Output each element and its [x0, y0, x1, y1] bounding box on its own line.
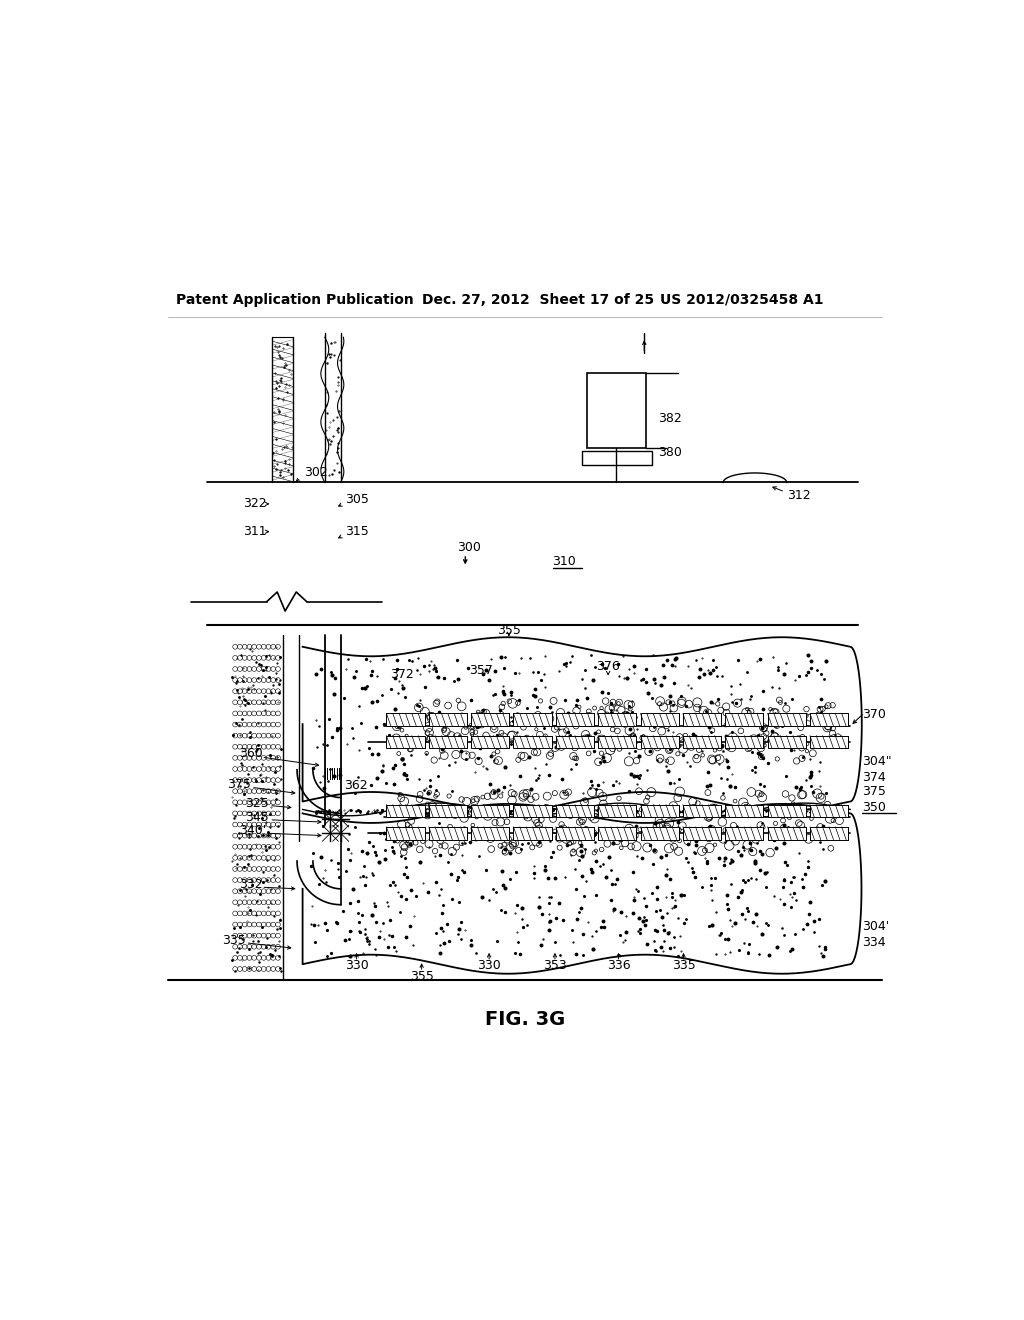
- Text: 334: 334: [862, 936, 886, 949]
- Bar: [582, 450, 652, 465]
- Text: 372: 372: [390, 668, 414, 681]
- Bar: [598, 735, 636, 748]
- Text: 355: 355: [410, 970, 433, 982]
- Bar: [768, 713, 806, 726]
- Text: 322: 322: [243, 498, 266, 511]
- Bar: [556, 826, 594, 840]
- Text: 330: 330: [477, 960, 501, 973]
- Text: 362: 362: [344, 779, 368, 792]
- Text: 332: 332: [240, 878, 263, 891]
- Bar: [429, 805, 467, 817]
- Text: 330: 330: [345, 960, 369, 973]
- Text: 374: 374: [862, 771, 886, 784]
- Bar: [587, 374, 646, 449]
- Bar: [810, 826, 848, 840]
- Text: 325: 325: [246, 796, 269, 809]
- Text: 357: 357: [469, 664, 494, 677]
- Text: 360: 360: [240, 747, 263, 760]
- Bar: [725, 805, 763, 817]
- Bar: [429, 713, 467, 726]
- Bar: [598, 713, 636, 726]
- Bar: [768, 735, 806, 748]
- Text: 382: 382: [658, 412, 682, 425]
- Text: 353: 353: [543, 960, 567, 973]
- Bar: [810, 713, 848, 726]
- Bar: [641, 713, 679, 726]
- Text: 310: 310: [553, 556, 577, 569]
- Bar: [513, 826, 552, 840]
- Text: 380: 380: [658, 446, 682, 459]
- Bar: [725, 735, 763, 748]
- Bar: [641, 805, 679, 817]
- Bar: [471, 735, 509, 748]
- Text: 305: 305: [345, 494, 369, 507]
- Bar: [386, 805, 425, 817]
- Bar: [513, 735, 552, 748]
- Text: Dec. 27, 2012  Sheet 17 of 25: Dec. 27, 2012 Sheet 17 of 25: [422, 293, 653, 308]
- Bar: [471, 805, 509, 817]
- Text: 302: 302: [304, 466, 328, 479]
- Text: 375: 375: [227, 777, 251, 791]
- Bar: [386, 826, 425, 840]
- Bar: [768, 826, 806, 840]
- Bar: [810, 805, 848, 817]
- Bar: [429, 735, 467, 748]
- Text: 376: 376: [596, 660, 620, 673]
- Bar: [471, 713, 509, 726]
- Bar: [641, 735, 679, 748]
- Bar: [598, 826, 636, 840]
- Text: 315: 315: [345, 525, 369, 539]
- Bar: [598, 805, 636, 817]
- Bar: [556, 713, 594, 726]
- Text: 345: 345: [246, 810, 269, 824]
- Bar: [556, 805, 594, 817]
- Text: 311: 311: [243, 525, 266, 539]
- Text: FIG. 3G: FIG. 3G: [484, 1010, 565, 1030]
- Bar: [513, 805, 552, 817]
- Bar: [725, 713, 763, 726]
- Bar: [683, 713, 721, 726]
- Bar: [810, 735, 848, 748]
- Bar: [386, 713, 425, 726]
- Bar: [683, 826, 721, 840]
- Bar: [429, 826, 467, 840]
- Bar: [683, 805, 721, 817]
- Bar: [683, 735, 721, 748]
- Text: 312: 312: [786, 490, 810, 503]
- Text: 300: 300: [458, 541, 481, 554]
- Bar: [768, 805, 806, 817]
- Text: 304": 304": [862, 755, 892, 768]
- Bar: [725, 826, 763, 840]
- Text: 375: 375: [862, 785, 886, 799]
- Text: 304': 304': [862, 920, 889, 933]
- Bar: [641, 826, 679, 840]
- Text: Patent Application Publication: Patent Application Publication: [176, 293, 414, 308]
- Text: 370: 370: [862, 708, 886, 721]
- Bar: [471, 826, 509, 840]
- Text: 335: 335: [221, 933, 246, 946]
- Text: 336: 336: [606, 960, 630, 973]
- Bar: [386, 735, 425, 748]
- Text: US 2012/0325458 A1: US 2012/0325458 A1: [659, 293, 823, 308]
- Text: 340': 340': [240, 825, 266, 837]
- Text: 350: 350: [862, 801, 886, 814]
- Bar: [513, 713, 552, 726]
- Bar: [556, 735, 594, 748]
- Text: 355: 355: [497, 624, 521, 638]
- Text: 335: 335: [672, 960, 695, 973]
